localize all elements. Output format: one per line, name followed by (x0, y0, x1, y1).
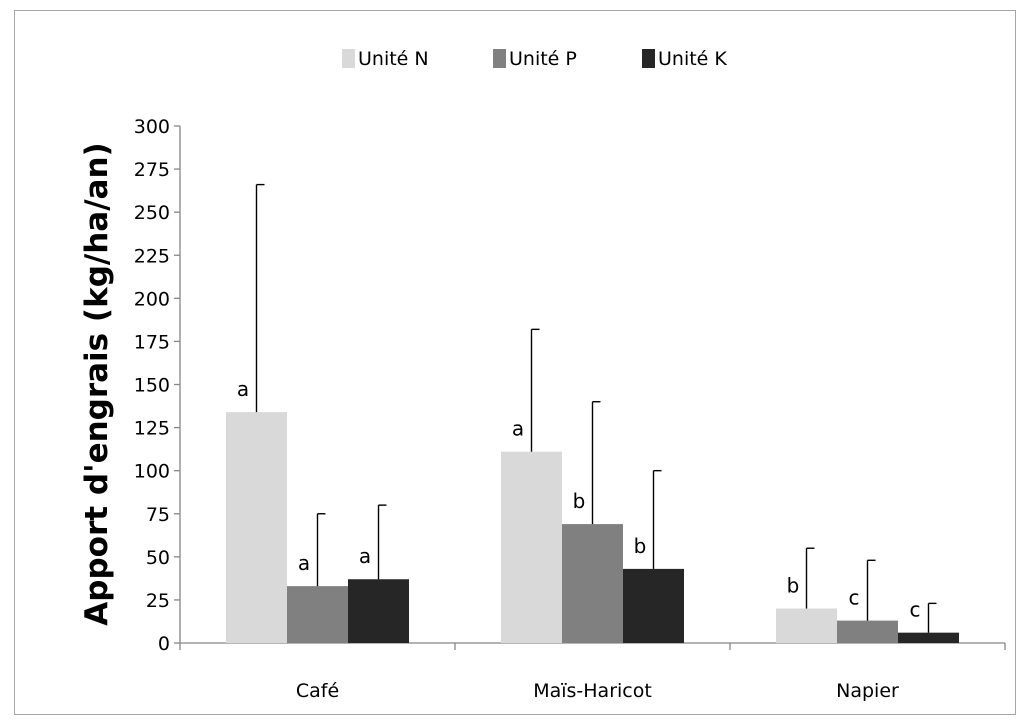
y-tick-label: 125 (134, 418, 170, 440)
bar (348, 579, 409, 643)
legend-label: Unité P (509, 48, 577, 70)
y-tick-label: 200 (134, 288, 170, 310)
legend-swatch (642, 49, 655, 68)
category-label: Maïs-Haricot (533, 680, 652, 702)
legend-label: Unité K (658, 48, 727, 70)
bar (837, 620, 898, 643)
x-axis: Café Maïs-Haricot Napier (179, 642, 1006, 702)
y-tick-label: 75 (146, 504, 170, 526)
y-tick-label: 0 (158, 633, 170, 655)
y-tick-label: 100 (134, 461, 170, 483)
significance-letter: b (634, 534, 647, 558)
y-tick-label: 175 (134, 331, 170, 353)
legend-label: Unité N (358, 48, 429, 70)
bars: a a a a b b b c c (226, 183, 959, 643)
significance-letter: a (237, 377, 249, 401)
y-tick-label: 225 (134, 245, 170, 267)
bar (226, 412, 287, 643)
y-tick-label: 250 (134, 202, 170, 224)
legend-swatch (342, 49, 355, 68)
bar (562, 524, 623, 643)
y-tick-label: 300 (134, 116, 170, 138)
significance-letter: b (573, 489, 586, 513)
category-label: Napier (836, 680, 899, 702)
y-tick-label: 25 (146, 590, 170, 612)
significance-letter: a (359, 544, 371, 568)
y-axis: 0 25 50 75 100 125 150 175 200 225 250 275 300 (134, 116, 181, 655)
significance-letter: b (787, 574, 800, 598)
bar (501, 451, 562, 643)
bar (623, 568, 684, 643)
bar-chart: Unité N Unité P Unité K Apport d'engrais (… (79, 48, 1006, 702)
significance-letter: c (910, 598, 921, 622)
significance-letter: c (849, 586, 860, 610)
legend: Unité N Unité P Unité K (342, 48, 727, 70)
significance-letter: a (512, 417, 524, 441)
y-tick-label: 150 (134, 375, 170, 397)
significance-letter: a (298, 551, 310, 575)
category-label: Café (296, 680, 339, 702)
bar (898, 632, 959, 643)
bar (287, 586, 348, 643)
y-tick-label: 50 (146, 547, 170, 569)
chart-frame: Unité N Unité P Unité K Apport d'engrais (… (14, 10, 1016, 715)
y-tick-label: 275 (134, 159, 170, 181)
bar (776, 608, 837, 643)
legend-swatch (493, 49, 506, 68)
y-axis-title: Apport d'engrais (kg/ha/an) (79, 142, 115, 625)
